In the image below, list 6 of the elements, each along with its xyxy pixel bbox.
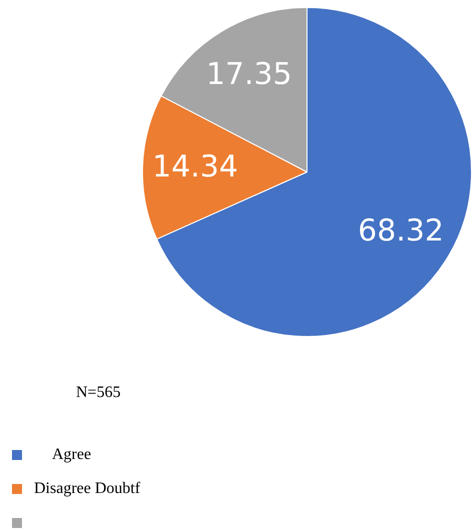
legend-label: Disagree Doubtf [34,480,140,498]
data-label: 17.35 [206,57,292,92]
text: N=565 [76,384,121,402]
legend-label: Agree [52,446,92,464]
data-label: 68.32 [358,214,444,249]
data-label: 14.34 [152,149,238,184]
